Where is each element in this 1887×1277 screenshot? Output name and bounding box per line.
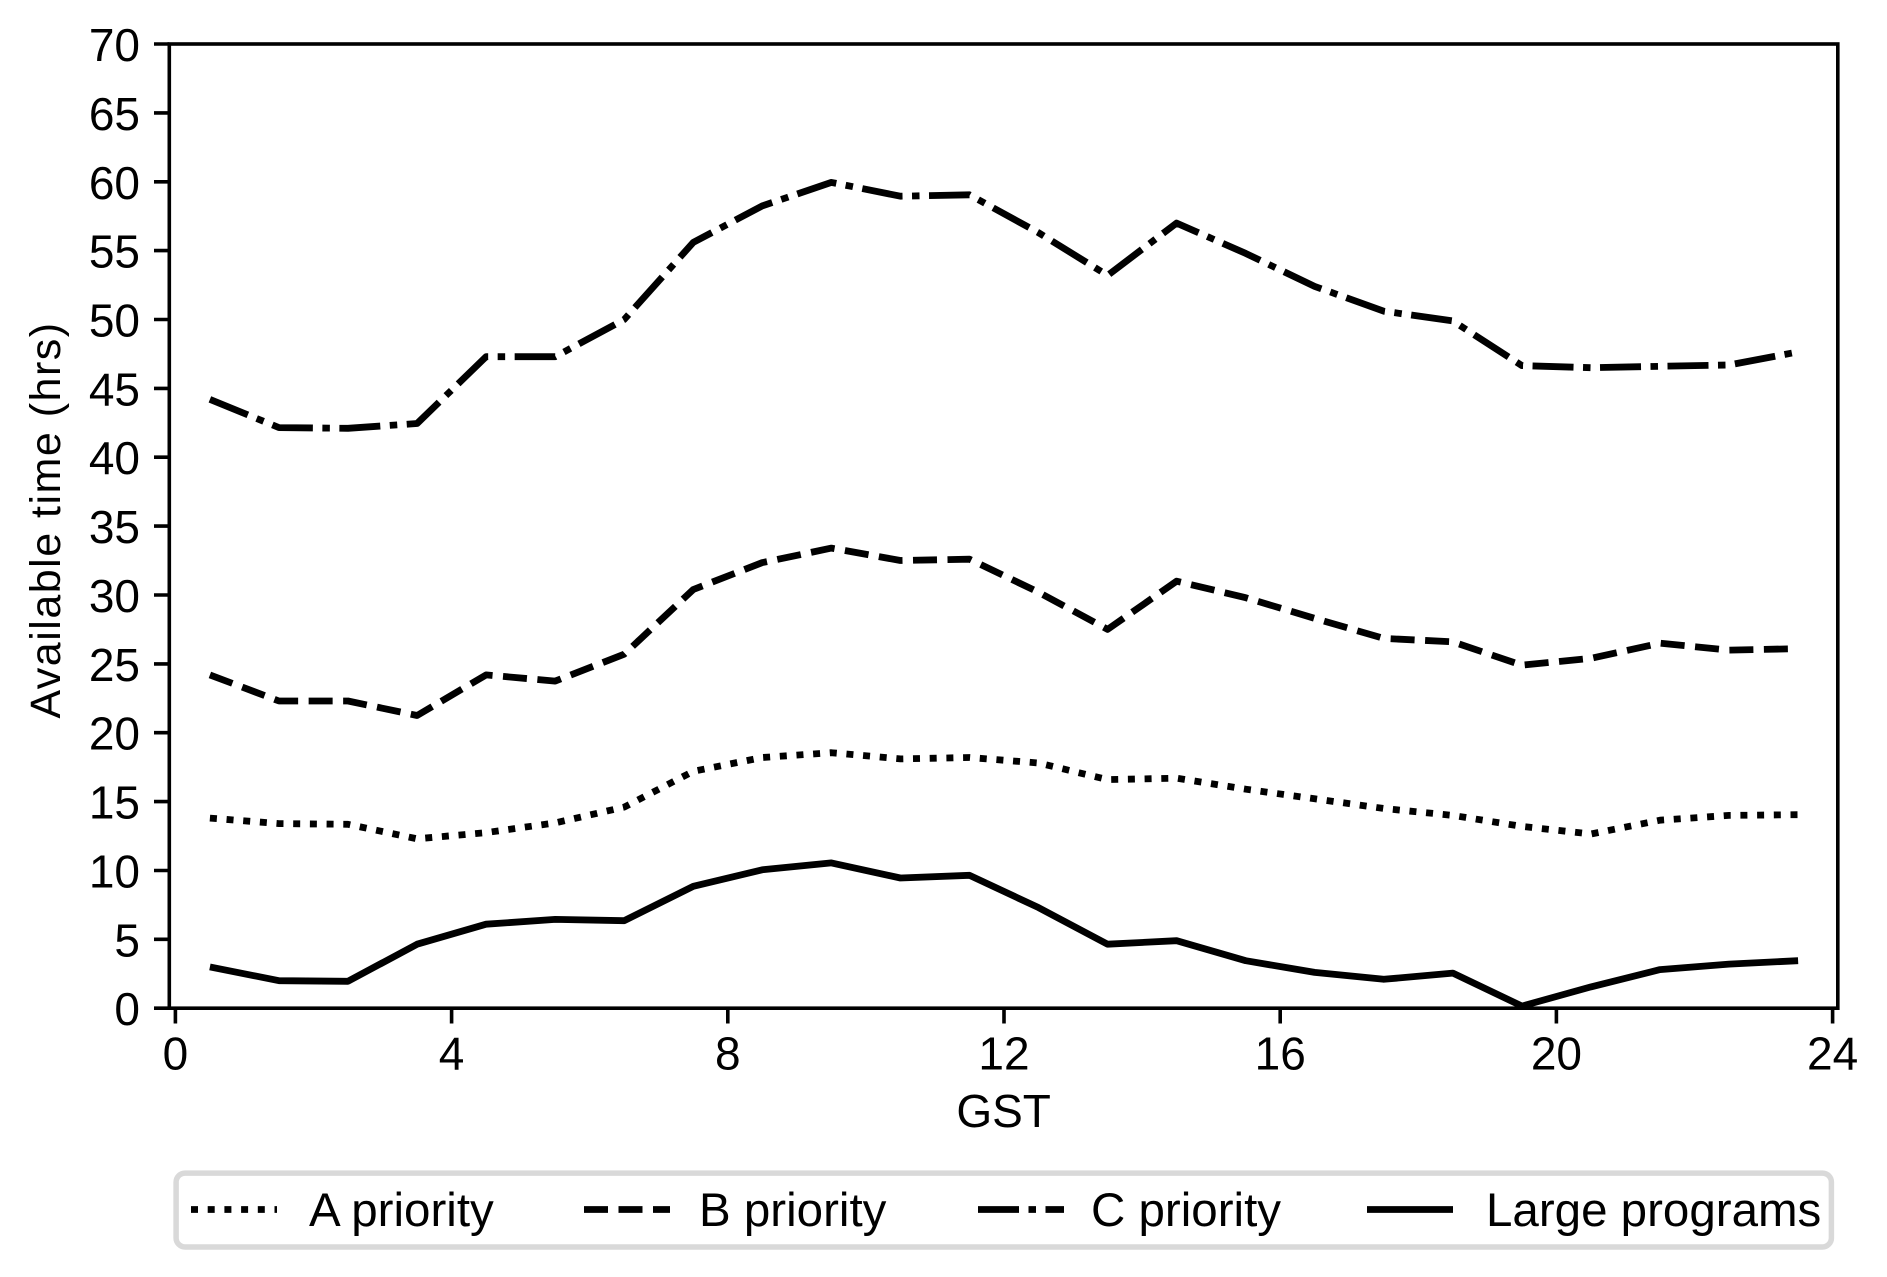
svg-text:0: 0 — [163, 1028, 189, 1080]
svg-text:4: 4 — [439, 1028, 465, 1080]
svg-text:30: 30 — [89, 570, 140, 622]
svg-text:C priority: C priority — [1091, 1184, 1281, 1237]
svg-text:12: 12 — [978, 1028, 1029, 1080]
svg-text:65: 65 — [89, 88, 140, 140]
svg-text:55: 55 — [89, 226, 140, 278]
svg-text:0: 0 — [114, 983, 140, 1035]
svg-text:20: 20 — [1531, 1028, 1582, 1080]
svg-text:70: 70 — [89, 19, 140, 71]
svg-text:50: 50 — [89, 295, 140, 347]
svg-text:35: 35 — [89, 501, 140, 553]
svg-text:45: 45 — [89, 363, 140, 415]
svg-text:60: 60 — [89, 157, 140, 209]
svg-text:15: 15 — [89, 777, 140, 829]
svg-text:Large programs: Large programs — [1486, 1184, 1821, 1237]
svg-text:10: 10 — [89, 846, 140, 898]
svg-text:24: 24 — [1807, 1028, 1858, 1080]
svg-text:8: 8 — [715, 1028, 741, 1080]
svg-text:25: 25 — [89, 639, 140, 691]
svg-text:5: 5 — [114, 914, 140, 966]
svg-text:Available time (hrs): Available time (hrs) — [22, 321, 70, 718]
svg-text:GST: GST — [956, 1085, 1051, 1137]
svg-text:40: 40 — [89, 432, 140, 484]
svg-text:A priority: A priority — [309, 1184, 494, 1237]
svg-text:20: 20 — [89, 708, 140, 760]
svg-text:16: 16 — [1255, 1028, 1306, 1080]
svg-text:B priority: B priority — [699, 1184, 887, 1237]
